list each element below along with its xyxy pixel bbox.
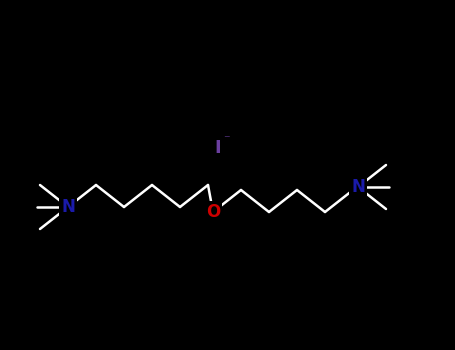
- Text: N: N: [351, 178, 365, 196]
- Text: N: N: [61, 198, 75, 216]
- Text: ⁻: ⁻: [222, 133, 229, 147]
- Text: O: O: [206, 203, 220, 221]
- Text: I: I: [215, 139, 221, 157]
